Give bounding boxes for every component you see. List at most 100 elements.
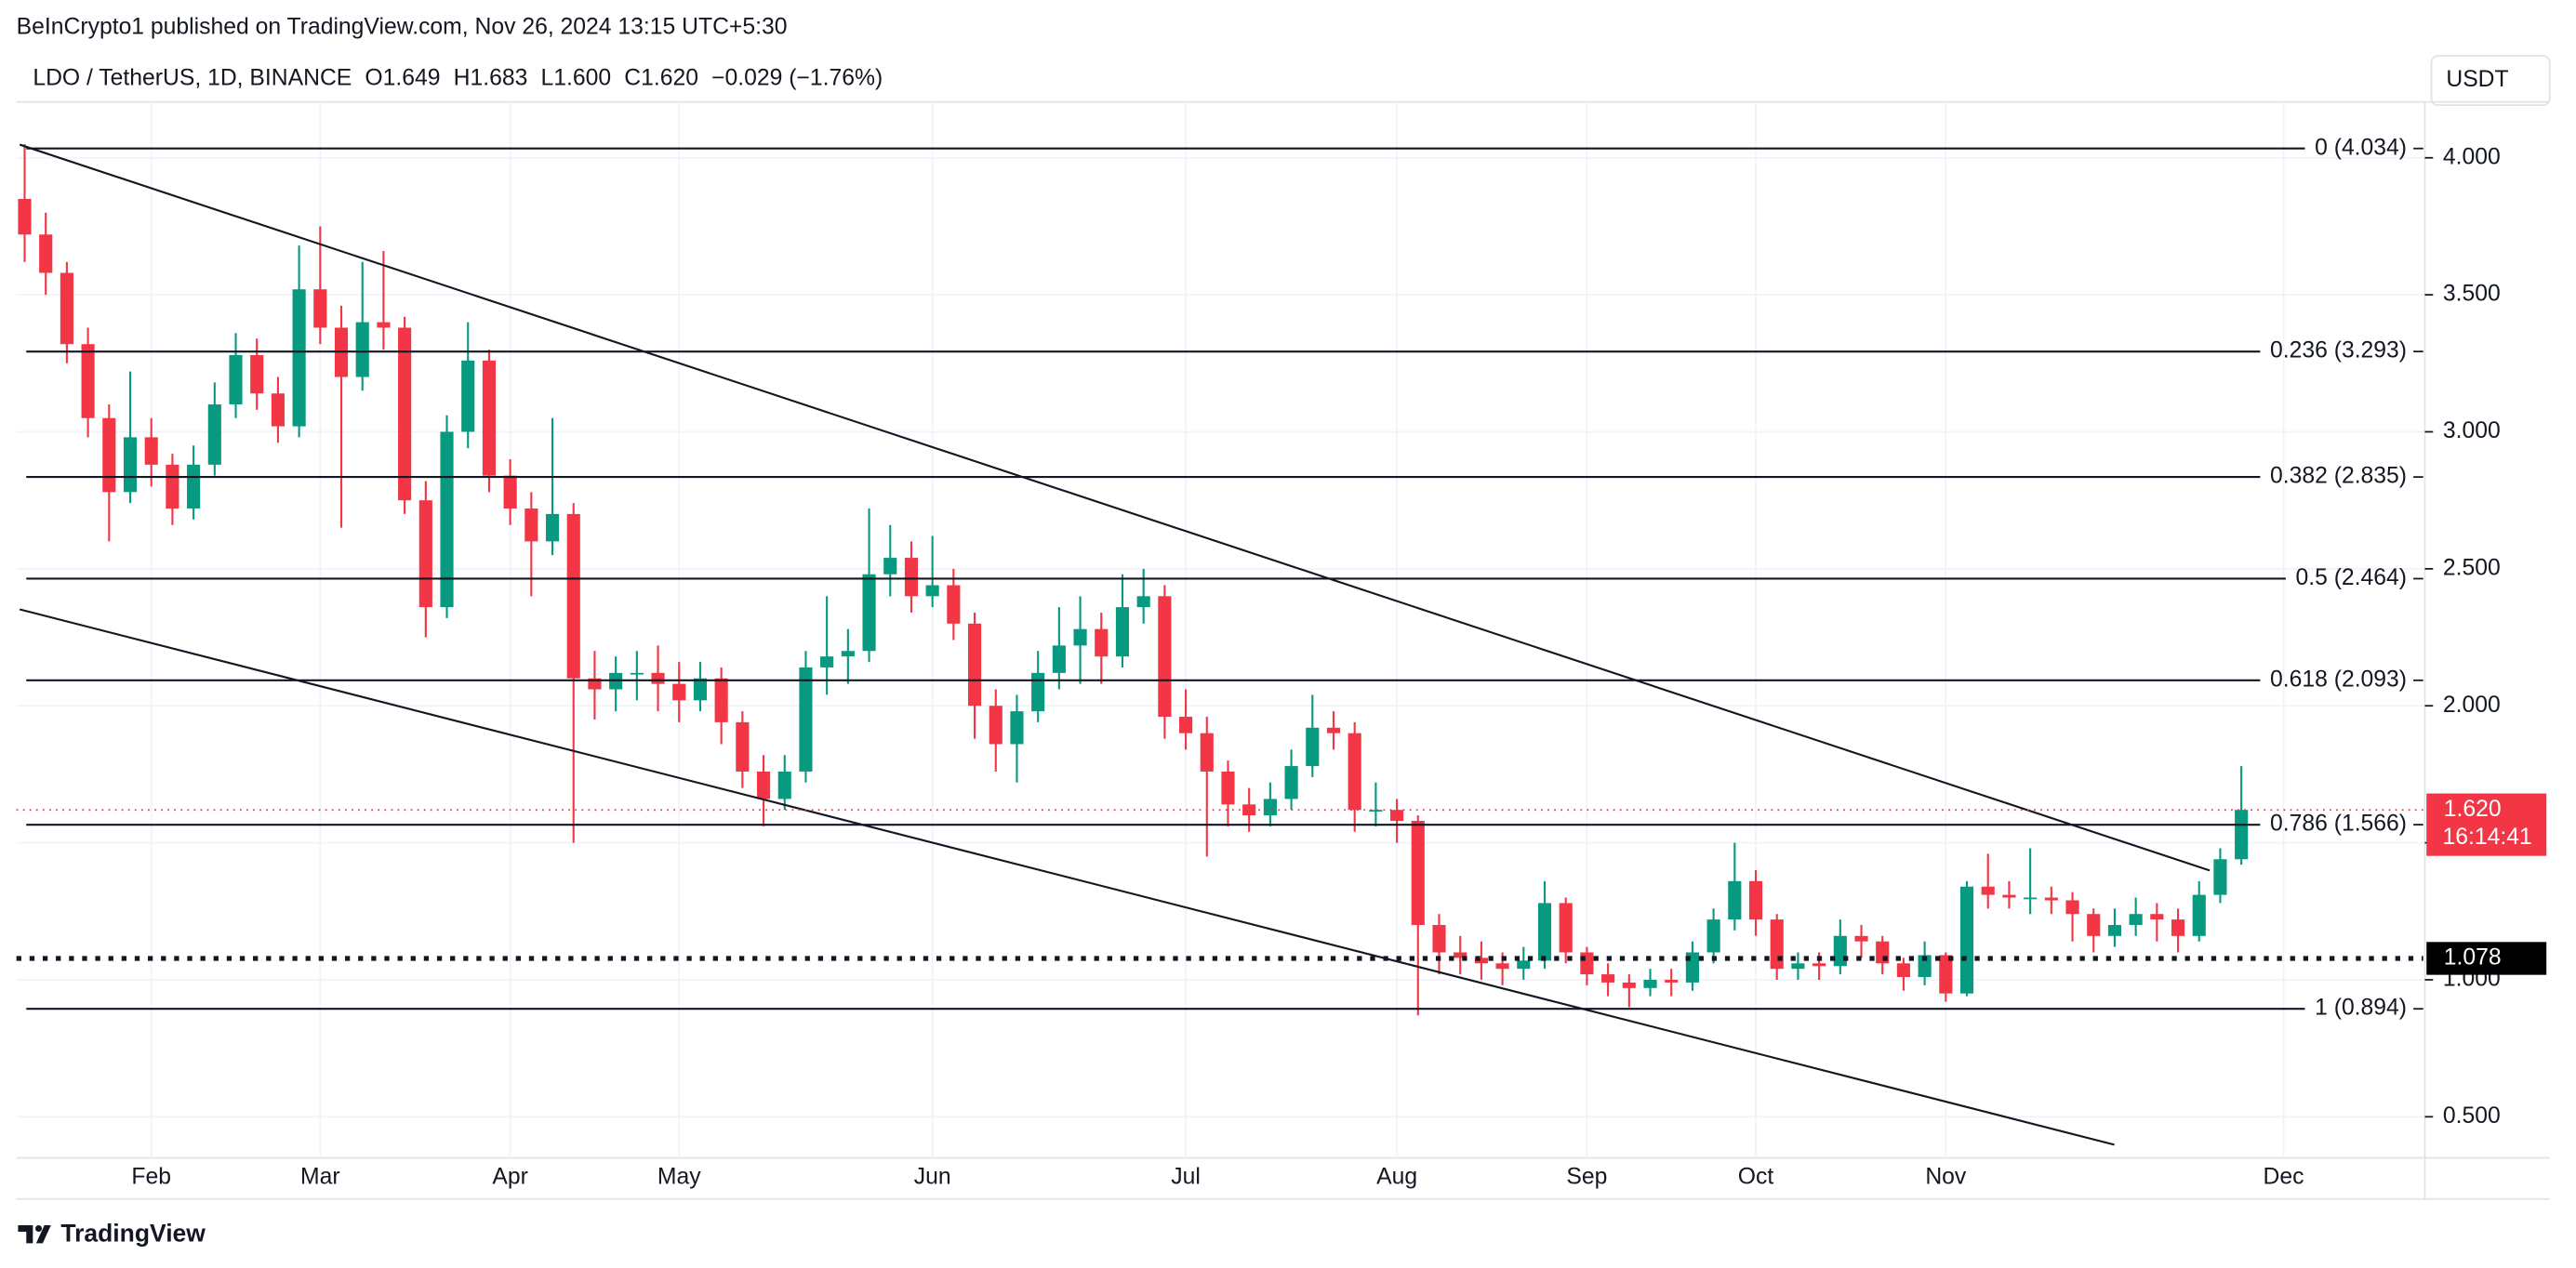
candle-body [1495,963,1509,970]
legend-key: L [541,65,554,90]
candle-body [1454,952,1467,958]
candle-body [2213,859,2227,895]
brand-icon [34,1224,43,1233]
candle-body [461,360,475,432]
candle-body [1031,672,1045,712]
candle-body [777,771,791,799]
countdown: 16:14:41 [2442,825,2531,850]
candle-body [1115,607,1130,657]
symbol: LDO / TetherUS, 1D, BINANCE [33,65,352,90]
candle-body [1010,711,1024,745]
candle-body [2235,810,2249,860]
candle-body [503,475,517,509]
candle-body [187,464,201,509]
candle-body [1369,810,1383,812]
legend-key: C [624,65,641,90]
published-note: BeInCrypto1 published on TradingView.com… [17,15,788,40]
candle-body [123,437,138,493]
candle-body [736,721,750,772]
x-tick-label: Apr [492,1164,527,1189]
candle-body [1706,919,1720,953]
candle-body [1791,963,1805,970]
grid: 0.5001.0001.5002.0002.5003.0003.5004.000… [16,101,2501,1189]
candle-body [756,771,771,799]
last-price-tag [2426,793,2547,856]
candle-body [102,417,116,493]
candle-body [313,289,327,328]
currency-button[interactable] [2430,55,2551,107]
candle-body [799,667,813,772]
candle-body [2024,897,2038,900]
y-tick-label: 3.000 [2443,418,2501,443]
candle-body [1559,903,1573,953]
candle-body [2150,914,2164,920]
candle-body [1812,963,1826,967]
x-tick-label: Nov [1925,1164,1967,1189]
candle-body [18,198,32,235]
candle-body [1981,886,1995,895]
x-tick-label: Sep [1566,1164,1607,1189]
candle-body [60,272,73,345]
candle-body [166,464,179,509]
candle-body [989,706,1003,745]
candle-body [1221,771,1235,805]
candle-body [1728,880,1742,920]
candle-body [1748,880,1763,920]
trendline [19,608,2115,1146]
x-tick-label: Aug [1376,1164,1417,1189]
candle-body [904,558,919,597]
support-tag-label: 1.078 [2444,945,2502,971]
candle-body [81,344,95,418]
fib-label: 0.382 (2.835) [2270,464,2407,489]
candle-body [2002,894,2016,898]
candle-body [440,431,454,608]
currency-label[interactable]: USDT [2446,67,2508,92]
candle-body [207,404,221,465]
fib-label: 1 (0.894) [2315,996,2407,1021]
candle-body [2065,900,2079,915]
candle-body [1665,979,1679,983]
candle-body [2192,894,2206,936]
y-tick-label: 2.000 [2443,693,2501,718]
fib-label: 0.236 (3.293) [2270,338,2407,363]
candle-body [883,558,897,575]
candle-body [1959,886,1974,994]
candle-body [1095,628,1109,657]
candle-body [714,678,728,722]
candle-body [1326,727,1341,733]
candle-body [1263,799,1277,816]
candle-body [377,322,391,328]
candle-body [1348,733,1361,811]
symbol-legend: LDO / TetherUS, 1D, BINANCE O 1.649 H 1.683 L… [33,65,883,90]
candle-body [1939,955,1953,994]
legend-key: H [454,65,471,90]
candle-body [482,360,496,476]
trendline [19,143,2211,872]
y-tick-label: 2.500 [2443,555,2501,580]
last-price-label: 1.620 [2444,797,2502,822]
candle-body [1770,919,1784,970]
candle-body [1896,963,1910,978]
candle-body [1854,935,1868,942]
candle-body [1306,727,1320,767]
candle-body [651,672,665,684]
x-tick-label: Jun [914,1164,951,1189]
fib-label: 0.786 (1.566) [2270,812,2407,837]
support-tag [2426,942,2547,975]
y-tick-label: 0.500 [2443,1103,2501,1129]
candle-body [1179,717,1193,733]
candle-body [1052,645,1066,673]
candle-body [2087,914,2101,936]
candle-body [1411,821,1425,926]
candle-body [2129,914,2143,926]
candle-body [1580,952,1594,975]
candle-body [144,437,158,465]
candle-body [588,678,602,690]
candle-body [820,656,834,667]
plot [18,144,2249,1016]
candle-body [1432,925,1446,953]
candle-body [841,651,855,657]
candle-body [398,327,412,501]
